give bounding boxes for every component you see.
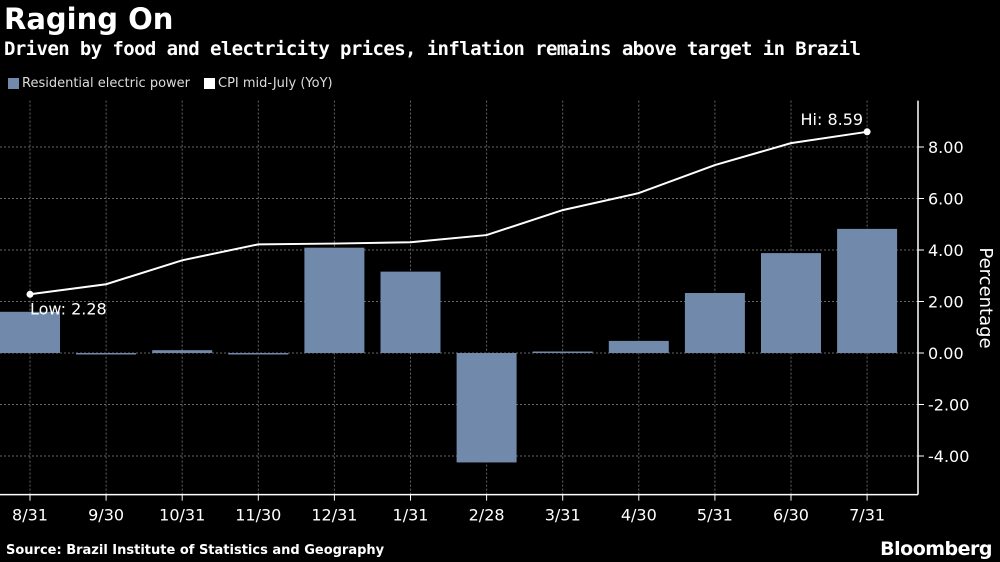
x-tick-label: 2/28 [469,506,505,525]
bar-8-31 [0,311,60,353]
legend-swatch-cpi [204,78,216,89]
x-tick-label: 9/30 [88,506,124,525]
bar-4-30 [608,340,669,353]
x-tick-label: 3/31 [545,506,581,525]
chart-subtitle: Driven by food and electricity prices, i… [4,38,861,60]
chart-title: Raging On [4,2,174,36]
bar-3-31 [532,351,593,353]
y-axis-label: Percentage [975,247,996,348]
legend: Residential electric power CPI mid-July … [8,76,347,91]
cpi-line [29,130,868,296]
x-tick-label: 5/31 [697,506,733,525]
y-tick-label: -2.00 [928,396,969,415]
bloomberg-logo: Bloomberg [880,538,992,560]
legend-label-electric: Residential electric power [22,76,191,91]
y-tick-label: 8.00 [928,138,964,157]
x-tick-label: 7/31 [849,506,885,525]
bar-11-30 [228,353,289,355]
high-annotation: Hi: 8.59 [801,110,864,129]
x-tick-label: 12/31 [311,506,357,525]
y-tick-label: 0.00 [928,344,964,363]
bar-2-28 [456,353,517,463]
x-tick-label: 4/30 [621,506,657,525]
bar-10-31 [152,350,213,353]
cpi-point-7-31 [863,128,871,136]
legend-label-cpi: CPI mid-July (YoY) [218,76,333,91]
x-tick-label: 10/31 [159,506,205,525]
y-tick-label: 6.00 [928,190,964,209]
bar-7-31 [837,228,898,353]
legend-swatch-electric [8,78,19,89]
y-tick-label: 2.00 [928,293,964,312]
x-tick-label: 1/31 [393,506,429,525]
low-annotation: Low: 2.28 [30,299,107,318]
bar-5-31 [684,293,745,353]
x-tick-label: 11/30 [235,506,281,525]
bar-12-31 [304,247,365,353]
bar-9-30 [76,353,137,355]
y-tick-label: -4.00 [928,447,969,466]
x-tick-label: 8/31 [12,506,48,525]
source-note: Source: Brazil Institute of Statistics a… [6,543,385,558]
y-tick-label: 4.00 [928,241,964,260]
x-tick-label: 6/30 [773,506,809,525]
bar-6-30 [761,253,821,353]
cpi-point-8-31 [26,290,34,298]
bar-1-31 [380,271,441,353]
